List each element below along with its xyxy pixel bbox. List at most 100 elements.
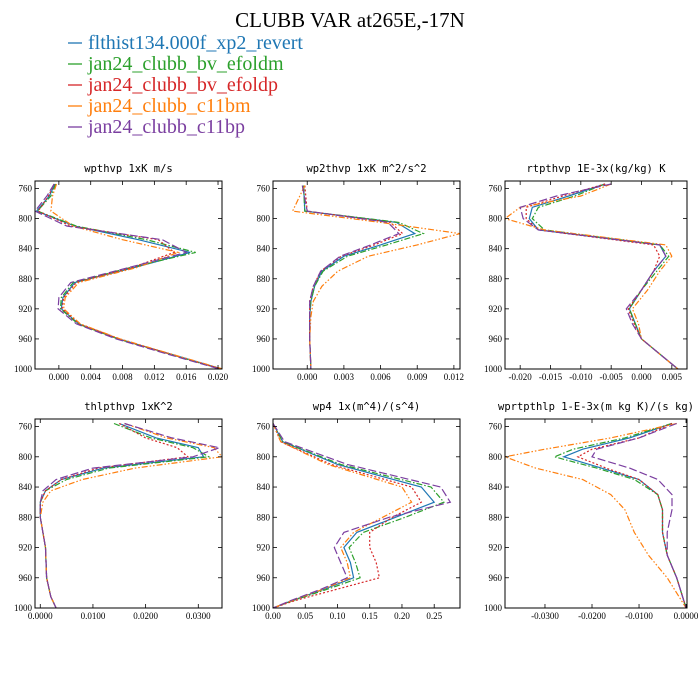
y-tick-label: 880: [257, 274, 271, 284]
x-tick-label: 0.05: [297, 611, 313, 621]
y-tick-label: 920: [489, 304, 503, 314]
y-tick-label: 960: [489, 334, 503, 344]
series-line: [39, 422, 211, 608]
x-tick-label: -0.0200: [578, 611, 606, 621]
x-tick-label: 0.005: [662, 372, 683, 382]
y-tick-label: 760: [19, 184, 33, 194]
y-tick-label: 960: [19, 573, 33, 583]
legend-item: flthist134.000f_xp2_revert: [68, 32, 303, 54]
series-line: [37, 183, 222, 369]
series-line: [576, 422, 687, 608]
series-line: [39, 422, 222, 608]
series-line: [519, 183, 679, 369]
x-tick-label: 0.000: [297, 372, 318, 382]
series-line: [505, 183, 679, 369]
legend-label: jan24_clubb_bv_efoldm: [87, 53, 284, 75]
y-tick-label: 1000: [484, 603, 503, 613]
x-tick-label: 0.0100: [81, 611, 106, 621]
x-tick-label: 0.006: [370, 372, 391, 382]
series-line: [50, 183, 222, 369]
y-tick-label: 1000: [252, 364, 271, 374]
x-tick-label: 0.004: [81, 372, 102, 382]
legend-label: jan24_clubb_c11bm: [87, 95, 251, 117]
y-tick-label: 760: [19, 422, 33, 432]
x-tick-label: 0.000: [631, 372, 652, 382]
panels: wpthvp 1xK m/s 760 800 840 880 920 960 1000 0.00…: [14, 163, 699, 621]
figure-title: CLUBB VAR at265E,-17N: [235, 8, 465, 32]
plot-frame: [504, 418, 688, 609]
x-tick-label: -0.0100: [625, 611, 653, 621]
chart-panel: thlpthvp 1xK^2 760 800 840 880 920 960 10000.00…: [14, 401, 223, 621]
panel-title: wpthvp 1xK m/s: [84, 163, 173, 175]
plot-frame: [272, 180, 461, 370]
series-line: [273, 423, 452, 608]
y-tick-label: 960: [489, 573, 503, 583]
y-tick-label: 920: [257, 304, 271, 314]
x-tick-label: 0.00: [265, 611, 281, 621]
series-line: [35, 183, 220, 369]
x-tick-label: -0.020: [509, 372, 533, 382]
y-tick-label: 1000: [14, 603, 33, 613]
x-tick-label: -0.0300: [531, 611, 559, 621]
chart-panel: rtpthvp 1E-3x(kg/kg) K 760 800 840 880 920 960…: [484, 163, 688, 382]
panel-title: rtpthvp 1E-3x(kg/kg) K: [526, 163, 666, 175]
plot-frame: [504, 180, 688, 370]
series-line: [505, 422, 687, 608]
series-line: [35, 183, 222, 369]
y-tick-label: 880: [257, 512, 271, 522]
y-tick-label: 960: [257, 573, 271, 583]
y-tick-label: 840: [489, 482, 503, 492]
series-line: [304, 185, 404, 369]
y-tick-label: 960: [257, 334, 271, 344]
panel-title: wprtpthlp 1-E-3x(m kg K)/(s kg): [498, 401, 694, 413]
plot-frame: [272, 418, 461, 609]
x-tick-label: 0.25: [426, 611, 442, 621]
y-tick-label: 760: [257, 184, 271, 194]
series-line: [561, 422, 687, 608]
y-tick-label: 840: [19, 244, 33, 254]
series-line: [303, 185, 425, 369]
series-line: [291, 185, 460, 369]
x-tick-label: 0.000: [49, 372, 70, 382]
series-line: [591, 422, 687, 608]
y-tick-label: 840: [257, 244, 271, 254]
y-tick-label: 760: [257, 422, 271, 432]
series-line: [39, 422, 205, 608]
x-tick-label: 0.003: [334, 372, 355, 382]
legend-item: jan24_clubb_c11bm: [68, 95, 251, 117]
y-tick-label: 760: [489, 422, 503, 432]
legend-item: jan24_clubb_bv_efoldp: [68, 74, 278, 96]
x-tick-label: -0.005: [600, 372, 624, 382]
y-tick-label: 920: [19, 304, 33, 314]
x-tick-label: 0.020: [208, 372, 229, 382]
chart-panel: wprtpthlp 1-E-3x(m kg K)/(s kg) 760 800 840…: [484, 401, 699, 621]
series-line: [273, 423, 423, 608]
y-tick-label: 840: [257, 482, 271, 492]
x-tick-label: 0.012: [144, 372, 164, 382]
series-line: [525, 183, 679, 369]
y-tick-label: 880: [19, 512, 33, 522]
x-tick-label: 0.20: [394, 611, 410, 621]
x-tick-label: 0.016: [176, 372, 197, 382]
series-line: [39, 422, 190, 608]
plot-frame: [34, 180, 223, 370]
panel-title: thlpthvp 1xK^2: [84, 401, 173, 413]
legend: flthist134.000f_xp2_revertjan24_clubb_bv…: [68, 32, 303, 138]
y-tick-label: 800: [257, 452, 271, 462]
x-tick-label: 0.0000: [674, 611, 699, 621]
legend-label: flthist134.000f_xp2_revert: [88, 32, 303, 54]
series-line: [552, 422, 687, 608]
chart-panel: wpthvp 1xK m/s 760 800 840 880 920 960 1000 0.00…: [14, 163, 229, 382]
x-tick-label: 0.0200: [133, 611, 158, 621]
series-line: [39, 422, 222, 608]
legend-item: jan24_clubb_bv_efoldm: [68, 53, 284, 75]
chart-panel: wp2thvp 1xK m^2/s^2 760 800 840 880 920 960 100…: [252, 163, 464, 382]
x-tick-label: 0.009: [407, 372, 428, 382]
panel-title: wp4 1x(m^4)/(s^4): [313, 401, 420, 413]
y-tick-label: 800: [19, 452, 33, 462]
y-tick-label: 880: [489, 274, 503, 284]
panel-title: wp2thvp 1xK m^2/s^2: [306, 163, 426, 175]
x-tick-label: -0.015: [539, 372, 563, 382]
series-line: [301, 185, 400, 369]
series-line: [273, 423, 445, 608]
